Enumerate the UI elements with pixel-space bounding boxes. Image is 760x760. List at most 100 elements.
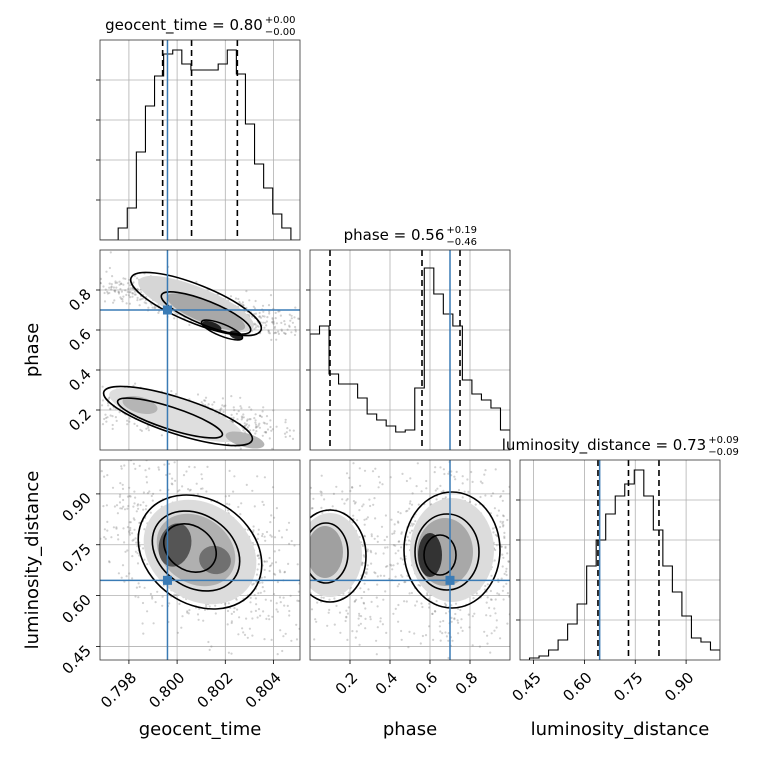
sample-point [246,528,249,531]
sample-point [314,618,317,621]
sample-point [142,547,145,550]
sample-point [214,612,217,615]
sample-point [463,490,466,493]
sample-point [343,502,346,505]
sample-point [363,575,366,579]
sample-point [475,592,478,595]
sample-point [243,422,246,425]
y-tick-label-luminosity_distance: 0.60 [58,591,94,627]
sample-point [94,406,96,408]
sample-point [139,503,142,507]
sample-point [321,511,324,514]
sample-point [114,281,117,285]
sample-point [267,329,270,332]
sample-point [314,345,316,347]
sample-point [307,547,309,549]
sample-point [286,464,288,466]
x-tick-label-luminosity_distance: 0.75 [610,669,646,705]
sample-point [259,515,261,517]
sample-point [392,564,395,567]
sample-point [250,408,253,411]
sample-point [248,406,251,409]
sample-point [490,598,493,601]
sample-point [400,532,403,535]
sample-point [121,483,124,486]
sample-point [364,571,367,574]
sample-point [302,609,304,611]
sample-point [450,620,453,623]
sample-point [150,494,153,498]
sample-point [126,419,129,422]
sample-point [242,304,245,307]
sample-point [481,482,484,485]
sample-point [435,600,438,603]
sample-point [289,513,291,515]
sample-point [399,512,402,515]
sample-point [46,389,48,391]
sample-point [263,315,266,318]
sample-point [290,539,293,543]
sample-point [268,312,271,315]
sample-point [345,609,348,612]
sample-point [131,555,134,558]
sample-point [123,464,126,467]
sample-point [111,423,114,427]
sample-point [5,386,7,388]
sample-point [353,600,356,603]
sample-point [275,331,278,334]
sample-point [356,444,358,446]
sample-point [224,495,227,498]
sample-point [428,625,431,628]
sample-point [254,312,258,315]
sample-point [408,630,411,634]
sample-point [376,535,379,538]
sample-point [100,277,103,280]
sample-point [351,521,354,524]
sample-point [258,426,261,429]
sample-point [279,629,282,632]
sample-point [490,632,493,635]
sample-point [445,604,448,607]
sample-point [219,408,222,411]
sample-point [400,531,403,534]
sample-point [434,489,437,492]
title-text: luminosity_distance = 0.73 [502,436,706,455]
sample-point [127,504,130,508]
sample-point [303,569,305,571]
sample-point [127,530,131,533]
sample-point [273,325,276,328]
sample-point [396,562,399,565]
sample-point [352,462,355,465]
sample-point [425,487,428,490]
sample-point [136,504,139,507]
sample-point [368,498,371,501]
sample-point [515,622,517,624]
sample-point [101,404,104,407]
sample-point [129,296,132,299]
sample-point [143,586,146,589]
sample-point [366,516,369,519]
sample-point [46,410,48,412]
sample-point [385,535,389,539]
sample-point [431,457,433,459]
sample-point [375,596,378,599]
sample-point [106,416,109,419]
sample-point [497,509,500,512]
x-tick-label-geocent_time: 0.800 [145,669,188,712]
sample-point [146,424,149,427]
sample-point [178,489,181,492]
sample-point [302,571,304,573]
sample-point [303,321,305,323]
sample-point [301,342,303,344]
sample-point [251,583,254,586]
sample-point [253,593,256,597]
sample-point [110,283,113,286]
sample-point [128,486,131,489]
sample-point [401,575,404,578]
sample-point [288,614,291,617]
sample-point [248,627,251,630]
sample-point [383,574,386,578]
sample-point [108,266,111,270]
sample-point [355,598,358,601]
sample-point [228,469,231,472]
